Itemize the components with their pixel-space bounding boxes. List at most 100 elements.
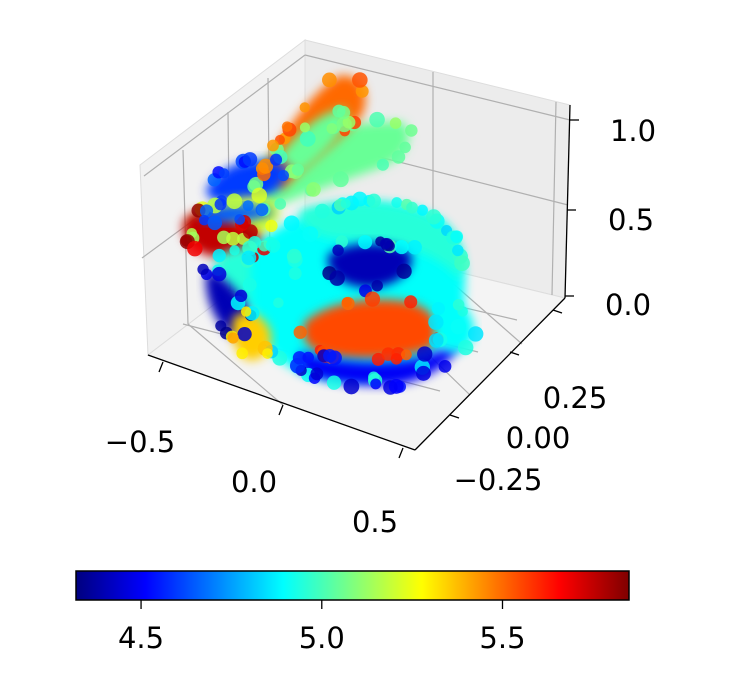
y-axis-line (414, 297, 566, 451)
z-tick-label: 0.5 (608, 203, 654, 237)
bunny-point (242, 200, 254, 212)
bunny-point (322, 72, 337, 88)
bunny-point (406, 201, 418, 214)
bunny-point (207, 215, 223, 231)
bunny-point (416, 204, 428, 216)
bunny-point (343, 378, 360, 395)
bunny-point (299, 122, 310, 133)
bunny-point (227, 332, 239, 344)
y-tick-label: 0.25 (543, 381, 608, 415)
bunny-point (379, 238, 392, 250)
bunny-point (262, 348, 273, 359)
y-axis-tick (509, 351, 520, 356)
bunny-point (211, 266, 227, 282)
bunny-point (293, 325, 307, 339)
bunny-point-cloud (179, 72, 484, 395)
y-axis-tick (552, 309, 563, 314)
bunny-point (197, 263, 209, 276)
axis-ticks (158, 119, 579, 459)
bunny-point (390, 353, 403, 365)
gridline (304, 54, 571, 121)
bunny-point (258, 158, 274, 174)
bunny-point (291, 163, 304, 176)
x-tick-label: 0.5 (352, 505, 398, 539)
bunny-point (352, 191, 368, 207)
y-tick-labels: 0.25 0.00 −0.25 (454, 381, 608, 497)
y-tick-label: −0.25 (454, 463, 543, 497)
bunny-point (310, 367, 324, 381)
bunny-point (391, 150, 406, 164)
bunny-point (242, 152, 258, 167)
bunny-point (450, 318, 466, 335)
bunny-point (270, 153, 283, 166)
bunny-point (229, 245, 240, 256)
bunny-point (267, 139, 279, 152)
bunny-point (400, 349, 412, 361)
bunny-point (226, 231, 240, 246)
bunny-point (391, 197, 403, 208)
bunny-point (286, 248, 302, 264)
bunny-point (226, 193, 243, 210)
y-tick-label: 0.00 (506, 421, 571, 455)
bunny-point (352, 72, 368, 88)
bunny-point (396, 263, 412, 279)
z-axis-line (564, 104, 571, 299)
z-tick-label: 0.0 (605, 288, 651, 322)
bunny-point (452, 244, 464, 257)
x-axis-tick (278, 404, 284, 416)
bunny-point (199, 204, 214, 218)
bunny-point (240, 306, 252, 317)
bunny-region-ear-right (250, 121, 410, 212)
x-axis-tick (398, 447, 404, 459)
bunny-point (388, 378, 404, 394)
bunny-point (212, 248, 226, 263)
bunny-region-haunch (303, 299, 438, 359)
bunny-point (323, 348, 337, 363)
colorbar-tick-label: 5.0 (299, 621, 345, 655)
bunny-point (273, 297, 284, 309)
bunny-point (364, 291, 381, 307)
bunny-point (314, 203, 330, 219)
bunny-point (326, 123, 338, 134)
bunny-point (236, 347, 249, 360)
bunny-point (251, 187, 267, 204)
bunny-point (394, 240, 409, 255)
gridline (187, 323, 284, 406)
z-tick-label: 1.0 (610, 114, 656, 148)
bunny-point (234, 289, 248, 303)
colorbar-tick-label: 4.5 (118, 621, 164, 655)
bunny-point (376, 158, 389, 171)
bunny-point (342, 115, 356, 129)
bunny-point (431, 301, 446, 316)
gridline (551, 101, 557, 296)
bunny-point (237, 327, 252, 342)
bunny-point (332, 171, 349, 188)
bunny-point (242, 277, 257, 292)
bunny-point (274, 198, 287, 210)
colorbar-ticks (140, 600, 504, 609)
bunny-point (326, 375, 342, 390)
x-tick-labels: −0.5 0.0 0.5 (105, 425, 398, 539)
bunny-point (332, 104, 346, 118)
x-axis-line (147, 354, 416, 451)
bunny-point (234, 214, 246, 225)
bunny-point (369, 111, 385, 128)
bunny-point (457, 339, 474, 356)
colorbar-tick-label: 5.5 (479, 621, 525, 655)
bunny-point (289, 358, 306, 374)
bunny-point (277, 169, 289, 182)
colorbar-gradient (75, 570, 630, 601)
bunny-point (265, 219, 278, 233)
bunny-point (358, 235, 373, 250)
bunny-point (288, 266, 302, 280)
bunny-point (417, 346, 433, 362)
bunny-point (302, 226, 319, 243)
bunny-point (405, 124, 418, 137)
x-tick-label: 0.0 (231, 465, 277, 499)
bunny-region-back-hollow (327, 243, 412, 288)
bunny-point (371, 279, 383, 292)
bunny-point (407, 240, 422, 255)
bunny-point (329, 270, 345, 286)
